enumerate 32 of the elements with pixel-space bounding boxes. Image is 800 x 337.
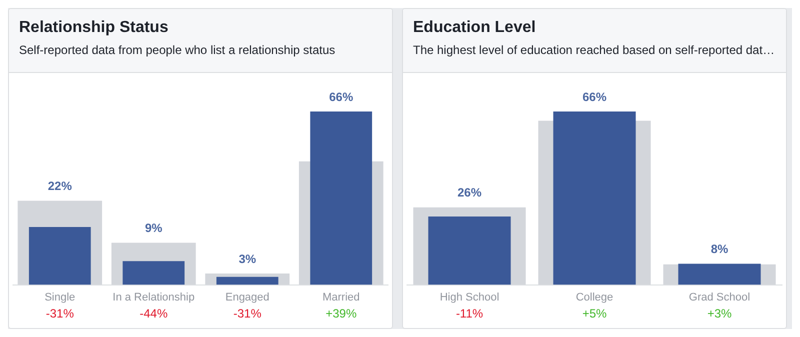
text: -31% [46,306,74,320]
text: +39% [326,306,357,320]
bar [28,227,91,285]
chart-title: Relationship Status [19,19,170,37]
data-label: 66% [329,90,354,104]
bar [678,264,761,285]
x-tick-label: College [576,291,614,304]
bar [122,261,185,285]
bar [553,112,636,285]
chart-subtitle: Self-reported data from people who list a relationship status [19,43,336,57]
text: +3% [707,306,732,320]
bar [310,112,372,285]
x-tick-label: In a Relationship [112,291,195,304]
text: +5% [582,306,607,320]
data-label: 3% [238,252,256,266]
data-label: 8% [710,242,728,256]
bar [428,216,511,285]
x-tick-label: Grad School [688,291,750,304]
chart-subtitle: The highest level of education reached based on self-reported dat… [413,43,776,57]
chart-title: Education Level [413,19,537,37]
data-label: 66% [582,90,607,104]
text: -44% [140,306,168,320]
bar [216,276,278,285]
data-label: 22% [48,179,72,194]
x-tick-label: High School [440,291,500,304]
data-label: 26% [457,186,482,200]
text: -31% [233,306,262,320]
data-label: 9% [144,221,163,236]
text: -11% [456,306,484,320]
x-tick-label: Married [322,291,360,304]
x-tick-label: Single [44,291,76,304]
x-tick-label: Engaged [225,291,270,304]
